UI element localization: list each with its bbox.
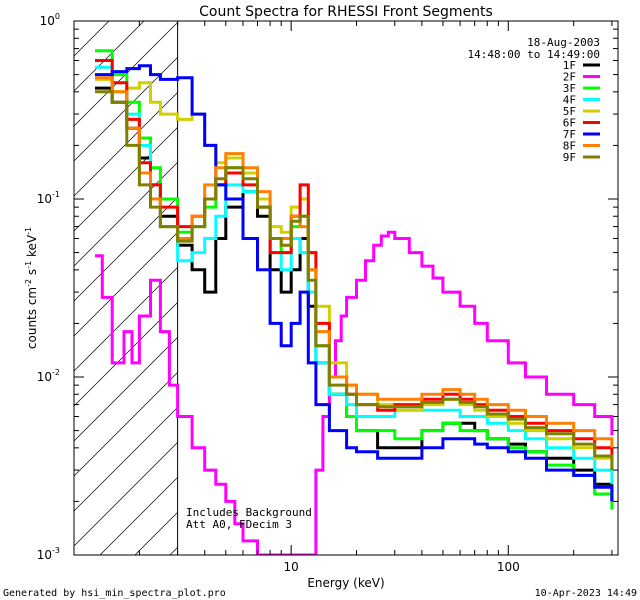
y-tick-label: 10-2	[37, 368, 60, 384]
hatch-line	[74, 56, 178, 162]
chart-title: Count Spectra for RHESSI Front Segments	[199, 4, 493, 20]
series-6f-line	[95, 59, 614, 459]
annotation-attenuator: Att A0, FDecim 3	[186, 518, 292, 531]
y-axis-label-mid: s	[25, 269, 39, 279]
series-2f-line	[95, 230, 614, 555]
hatch-line	[74, 196, 178, 302]
hatch-line	[74, 441, 178, 547]
hatched-region	[74, 21, 178, 555]
legend-label-2f: 2F	[563, 71, 576, 84]
footer-generator: Generated by hsi_min_spectra_plot.pro	[3, 588, 226, 599]
series-4f-line	[95, 65, 614, 485]
series-5f-line	[95, 77, 614, 471]
legend-label-1f: 1F	[563, 59, 576, 72]
y-tick-labels: 100 10-1 10-2 10-3	[37, 12, 60, 562]
y-tick-label: 10-3	[37, 546, 60, 562]
hatch-line	[99, 476, 178, 555]
legend-date: 18-Aug-2003	[527, 36, 600, 49]
plot-frame	[73, 20, 619, 556]
hatch-line	[74, 126, 178, 232]
legend-label-8f: 8F	[563, 140, 576, 153]
hatch-line	[74, 266, 178, 372]
x-axis-label: Energy (keV)	[307, 576, 384, 590]
footer-timestamp: 10-Apr-2023 14:49	[535, 588, 637, 599]
series-group	[95, 49, 614, 555]
annotation-background: Includes Background	[186, 506, 312, 519]
y-tick-label: 10-1	[37, 190, 60, 206]
hatch-line	[74, 231, 178, 337]
y-axis-label: counts cm-2 s-1 keV-1	[24, 227, 39, 349]
series-8f-line	[95, 76, 614, 448]
hatch-line	[74, 301, 178, 407]
y-axis-label-end: keV	[25, 234, 39, 261]
y-axis-label-main: counts cm	[25, 287, 39, 349]
legend-label-4f: 4F	[563, 94, 576, 107]
series-9f-line	[95, 90, 614, 471]
y-tick-label: 100	[40, 12, 60, 28]
x-tick-label: 100	[497, 560, 520, 574]
hatch-line	[74, 21, 178, 127]
x-tick-labels: 10 100	[284, 560, 520, 574]
y-axis-label-exp2: -1	[24, 261, 33, 269]
legend-label-5f: 5F	[563, 105, 576, 118]
y-axis-label-exp1: -2	[24, 279, 33, 287]
x-tick-label: 10	[284, 560, 299, 574]
legend-label-6f: 6F	[563, 117, 576, 130]
series-7f-line	[95, 64, 614, 502]
hatch-line	[74, 406, 178, 512]
legend-time-range: 14:48:00 to 14:49:00	[468, 48, 600, 61]
series-3f-line	[95, 49, 614, 510]
legend-label-7f: 7F	[563, 128, 576, 141]
hatch-line	[74, 371, 178, 477]
legend-label-3f: 3F	[563, 82, 576, 95]
y-axis-label-exp3: -1	[24, 227, 33, 235]
axis-ticks	[73, 20, 618, 556]
legend-label-9f: 9F	[563, 151, 576, 164]
hatch-line	[74, 21, 110, 57]
